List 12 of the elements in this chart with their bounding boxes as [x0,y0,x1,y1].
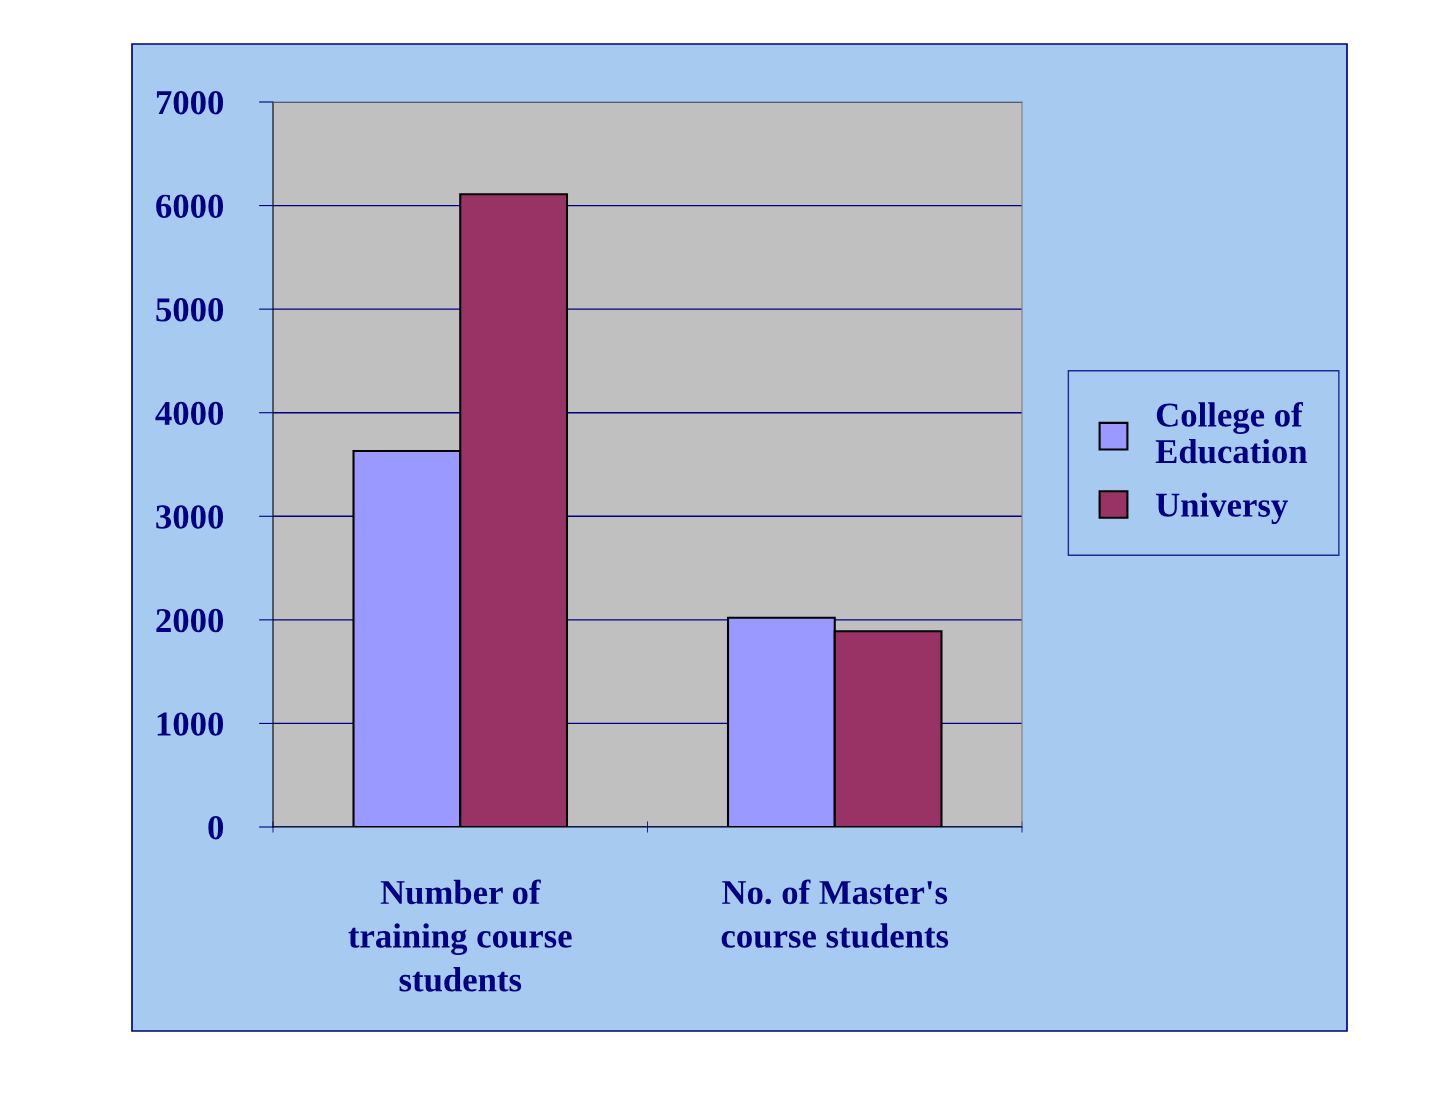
x-tick-label: Number of training course students [348,879,572,992]
y-tick-label: 3000 [156,505,224,529]
y-tick-label: 1000 [157,712,224,736]
y-tick-label: 5000 [156,298,224,322]
legend-label: Universy [1156,492,1288,525]
legend-label: College of Education [1155,401,1308,464]
y-tick-label: 7000 [156,90,224,115]
y-tick-label: 6000 [156,194,224,218]
y-tick-label: 2000 [156,608,224,633]
y-tick-label: 4000 [155,401,224,426]
x-tick-label: No. of Master's course students [721,879,949,948]
y-tick-label: 0 [208,815,224,840]
